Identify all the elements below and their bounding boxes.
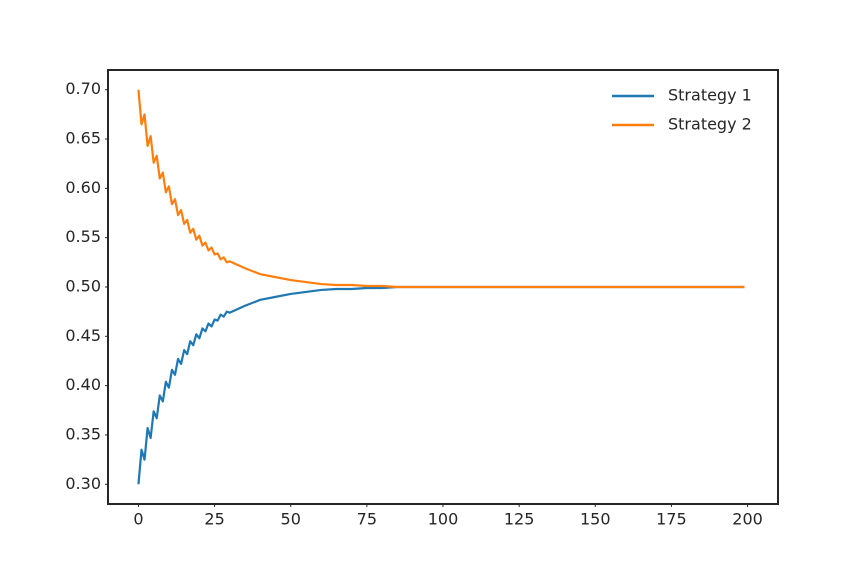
y-tick-label: 0.40 [65, 375, 101, 394]
y-tick-label: 0.65 [65, 129, 101, 148]
y-tick-label: 0.55 [65, 227, 101, 246]
line [137, 285, 745, 485]
plot-frame [107, 69, 779, 505]
line [137, 89, 745, 289]
y-tick-label: 0.70 [65, 79, 101, 98]
x-tick-label: 125 [504, 510, 535, 529]
x-tick-label: 75 [357, 510, 377, 529]
x-tick-label: 175 [656, 510, 687, 529]
y-tick-label: 0.50 [65, 277, 101, 296]
x-tick-label: 50 [281, 510, 301, 529]
x-tick-label: 25 [204, 510, 224, 529]
x-tick-label: 100 [428, 510, 459, 529]
y-tick-label: 0.60 [65, 178, 101, 197]
legend-label: Strategy 1 [668, 86, 752, 105]
x-tick-label: 200 [732, 510, 763, 529]
x-tick-label: 0 [133, 510, 143, 529]
y-tick-label: 0.35 [65, 424, 101, 443]
y-tick-label: 0.30 [65, 474, 101, 493]
y-tick-label: 0.45 [65, 326, 101, 345]
legend-label: Strategy 2 [668, 115, 752, 134]
x-tick-label: 150 [580, 510, 611, 529]
